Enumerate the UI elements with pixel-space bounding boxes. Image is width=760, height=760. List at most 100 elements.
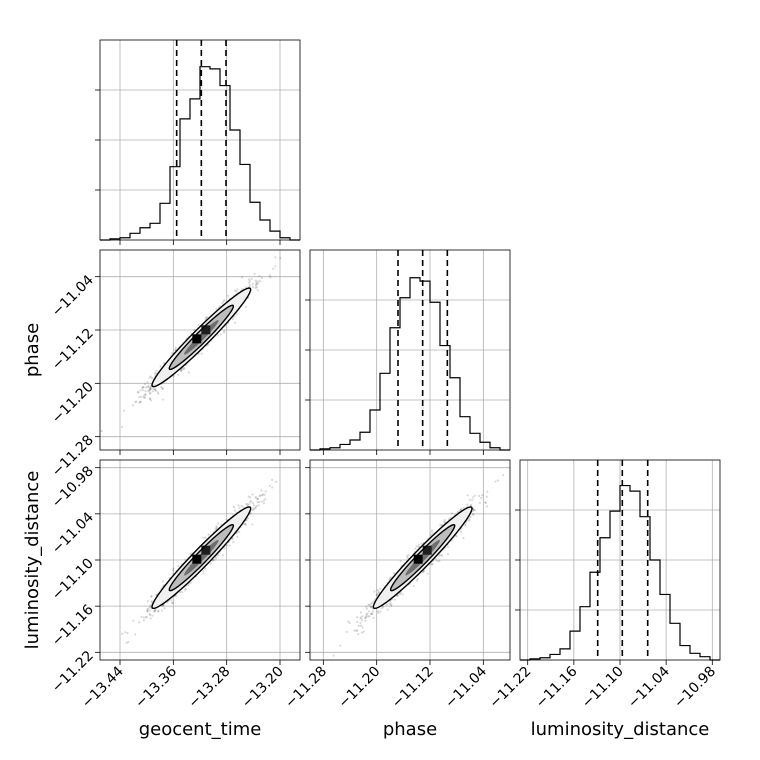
sample-point [148,609,151,612]
sample-point [161,580,164,583]
sample-point [181,368,184,371]
sample-point [262,499,266,502]
x-tick-label: −11.28 [282,664,330,712]
contour-outer [151,506,252,610]
scatter-panel-geocent_time-phase: −11.28−11.20−11.12−11.04 [49,250,300,480]
sample-point [464,523,467,526]
sample-point [359,616,362,619]
sample-point [155,369,158,373]
sample-point [219,333,222,336]
sample-point [472,507,475,511]
sample-point [370,612,373,615]
sample-point [368,603,371,606]
sample-point [401,593,404,596]
sample-point [256,282,260,285]
sample-point [255,281,258,284]
sample-point [248,280,251,283]
density-core [192,554,202,564]
sample-point [471,498,474,502]
sample-point [362,630,366,633]
sample-point [142,618,146,622]
sample-point [258,494,261,498]
sample-point [161,387,164,390]
sample-point [235,313,238,316]
sample-point [238,530,241,533]
sample-point [215,525,218,528]
sample-point [251,502,255,505]
sample-point [480,497,483,500]
sample-point [375,592,378,596]
sample-point [170,601,174,605]
sample-point [250,509,254,512]
histogram-panel-phase [305,250,510,455]
sample-point [187,584,190,587]
y-axis-label-phase: phase [22,323,43,377]
sample-point [430,563,433,566]
sample-point [417,543,420,546]
sample-point [259,494,262,497]
sample-point [430,529,433,532]
sample-point [120,425,124,429]
y-tick-label: −11.20 [49,379,97,427]
sample-point [256,501,259,504]
sample-point [481,494,484,497]
sample-point [255,504,258,508]
sample-point [245,502,248,505]
sample-point [472,508,476,511]
sample-point [171,352,174,355]
sample-point [244,523,247,526]
sample-point [244,305,247,308]
sample-point [251,285,255,289]
contour-outer [372,506,473,610]
sample-point [142,386,145,389]
sample-point [466,503,469,506]
sample-point [127,640,130,644]
sample-point [149,386,152,389]
sample-point [447,545,450,549]
sample-point [149,391,152,394]
sample-point [376,588,379,592]
sample-point [135,400,138,403]
sample-point [136,390,139,394]
sample-point [256,498,259,501]
contour-inner [168,523,235,592]
sample-point [214,527,217,530]
sample-point [207,533,210,536]
sample-point [145,616,148,619]
sample-point [268,274,271,277]
sample-point [223,547,226,550]
contour-outer [151,287,252,388]
sample-point [200,352,203,355]
sample-point [216,334,219,337]
sample-point [359,611,362,614]
sample-point [150,377,154,380]
sample-point [237,504,240,507]
sample-point [261,493,265,496]
sample-point [146,600,149,603]
sample-point [149,388,153,391]
sample-point [124,631,127,634]
sample-point [438,559,441,563]
sample-point [184,589,187,592]
sample-point [361,626,364,629]
sample-point [478,494,481,498]
sample-point [254,507,257,510]
sample-point [360,617,363,620]
sample-point [469,504,473,507]
sample-point [450,512,453,515]
sample-point [430,531,433,534]
sample-point [459,509,462,512]
sample-point [144,389,147,393]
sample-point [235,290,238,293]
sample-point [406,556,409,560]
sample-point [348,621,351,625]
sample-point [275,480,278,484]
sample-point [255,286,258,289]
sample-point [146,607,149,610]
sample-point [146,610,149,613]
sample-point [247,278,251,281]
sample-point [440,554,444,557]
panel-frame [309,459,511,661]
contour-inner [168,304,235,371]
